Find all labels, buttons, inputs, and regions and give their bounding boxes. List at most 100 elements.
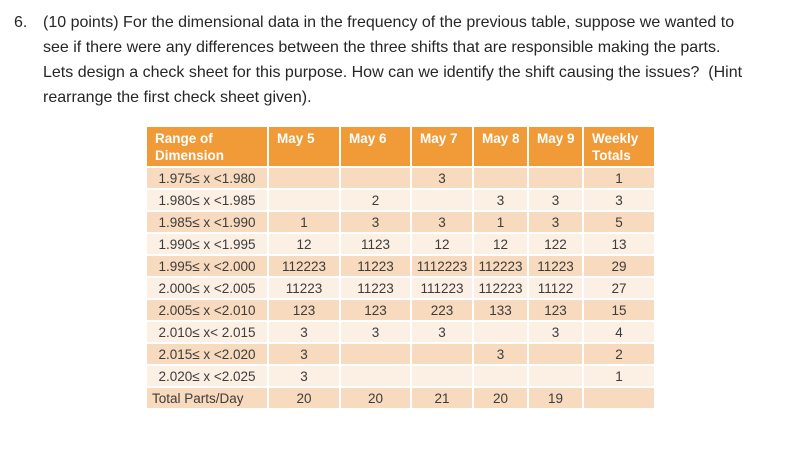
tally-cell: 11223 (341, 256, 410, 276)
tally-cell: 29 (584, 256, 654, 276)
tally-cell: 15 (584, 300, 654, 320)
tally-cell: 11223 (529, 256, 582, 276)
tally-cell: 3 (412, 168, 472, 188)
column-header-may8: May 8 (474, 127, 527, 166)
tally-cell (412, 190, 472, 210)
tally-cell: 27 (584, 278, 654, 298)
header-row: Range of Dimension May 5 May 6 May 7 May… (147, 127, 654, 166)
table-row: 2.010≤ x< 2.015 3 3 3 3 4 (147, 322, 654, 342)
tally-cell: 11223 (269, 278, 339, 298)
question-number: 6. (14, 14, 28, 31)
tally-cell (529, 366, 582, 386)
range-label: 2.020≤ x <2.025 (147, 366, 267, 386)
tally-cell: 133 (474, 300, 527, 320)
table-row: 2.020≤ x <2.025 3 1 (147, 366, 654, 386)
column-header-may7: May 7 (412, 127, 472, 166)
tally-cell: 21 (412, 388, 472, 408)
table-body: 1.975≤ x <1.980 3 1 1.980≤ x <1.985 2 3 3 3 1.98… (147, 168, 654, 408)
table-row: 1.985≤ x <1.990 1 3 3 1 3 5 (147, 212, 654, 232)
tally-cell: 1 (584, 168, 654, 188)
tally-cell: 112223 (474, 256, 527, 276)
tally-cell: 12 (412, 234, 472, 254)
tally-cell: 1 (474, 212, 527, 232)
tally-cell (412, 344, 472, 364)
tally-cell: 12 (269, 234, 339, 254)
tally-cell: 3 (474, 190, 527, 210)
tally-cell: 123 (529, 300, 582, 320)
question: 6. (10 points) For the dimensional data … (14, 10, 749, 110)
column-header-weekly-totals: Weekly Totals (584, 127, 654, 166)
tally-cell: 122 (529, 234, 582, 254)
tally-cell: 3 (269, 366, 339, 386)
range-label: 1.975≤ x <1.980 (147, 168, 267, 188)
tally-cell: 2 (584, 344, 654, 364)
tally-cell: 1 (584, 366, 654, 386)
tally-cell: 3 (341, 322, 410, 342)
tally-cell (269, 168, 339, 188)
tally-cell: 4 (584, 322, 654, 342)
tally-cell (341, 168, 410, 188)
tally-cell: 3 (529, 212, 582, 232)
table-row: 1.990≤ x <1.995 12 1123 12 12 122 13 (147, 234, 654, 254)
range-label: 1.990≤ x <1.995 (147, 234, 267, 254)
tally-cell: 3 (269, 322, 339, 342)
tally-cell: 123 (341, 300, 410, 320)
tally-cell: 111223 (412, 278, 472, 298)
tally-cell: 1123 (341, 234, 410, 254)
tally-cell (584, 388, 654, 408)
range-label: 2.000≤ x <2.005 (147, 278, 267, 298)
tally-cell (474, 322, 527, 342)
tally-cell: 11122 (529, 278, 582, 298)
tally-cell (529, 344, 582, 364)
column-header-range: Range of Dimension (147, 127, 267, 166)
tally-cell: 3 (529, 190, 582, 210)
tally-cell (269, 190, 339, 210)
tally-cell: 3 (412, 322, 472, 342)
range-label: 1.995≤ x <2.000 (147, 256, 267, 276)
tally-cell: 20 (269, 388, 339, 408)
check-sheet-table: Range of Dimension May 5 May 6 May 7 May… (145, 125, 656, 410)
table-row: 2.000≤ x <2.005 11223 11223 111223 112223 111… (147, 278, 654, 298)
tally-cell: 123 (269, 300, 339, 320)
tally-cell: 13 (584, 234, 654, 254)
range-label: 1.985≤ x <1.990 (147, 212, 267, 232)
tally-cell: 3 (529, 322, 582, 342)
tally-cell: 2 (341, 190, 410, 210)
tally-cell: 1112223 (412, 256, 472, 276)
tally-cell (474, 168, 527, 188)
table-row: 2.015≤ x <2.020 3 3 2 (147, 344, 654, 364)
column-header-may5: May 5 (269, 127, 339, 166)
tally-cell: 112223 (269, 256, 339, 276)
column-header-may6: May 6 (341, 127, 410, 166)
tally-cell: 112223 (474, 278, 527, 298)
tally-cell: 3 (584, 190, 654, 210)
range-label: 2.005≤ x <2.010 (147, 300, 267, 320)
table-row: 1.980≤ x <1.985 2 3 3 3 (147, 190, 654, 210)
tally-cell (529, 168, 582, 188)
question-text: (10 points) For the dimensional data in … (43, 14, 747, 106)
tally-cell: 3 (412, 212, 472, 232)
table-row: Total Parts/Day 20 20 21 20 19 (147, 388, 654, 408)
tally-cell: 3 (341, 212, 410, 232)
tally-cell: 12 (474, 234, 527, 254)
tally-cell: 19 (529, 388, 582, 408)
table-row: 2.005≤ x <2.010 123 123 223 133 123 15 (147, 300, 654, 320)
tally-cell: 3 (269, 344, 339, 364)
tally-cell: 11223 (341, 278, 410, 298)
tally-cell: 20 (474, 388, 527, 408)
tally-cell (412, 366, 472, 386)
range-label: 1.980≤ x <1.985 (147, 190, 267, 210)
tally-cell: 3 (474, 344, 527, 364)
total-row-label: Total Parts/Day (147, 388, 267, 408)
range-label: 2.010≤ x< 2.015 (147, 322, 267, 342)
tally-cell: 1 (269, 212, 339, 232)
table-row: 1.995≤ x <2.000 112223 11223 1112223 112223 1… (147, 256, 654, 276)
tally-cell: 223 (412, 300, 472, 320)
tally-cell (341, 344, 410, 364)
tally-cell: 5 (584, 212, 654, 232)
range-label: 2.015≤ x <2.020 (147, 344, 267, 364)
table-row: 1.975≤ x <1.980 3 1 (147, 168, 654, 188)
column-header-may9: May 9 (529, 127, 582, 166)
tally-cell: 20 (341, 388, 410, 408)
tally-cell (474, 366, 527, 386)
